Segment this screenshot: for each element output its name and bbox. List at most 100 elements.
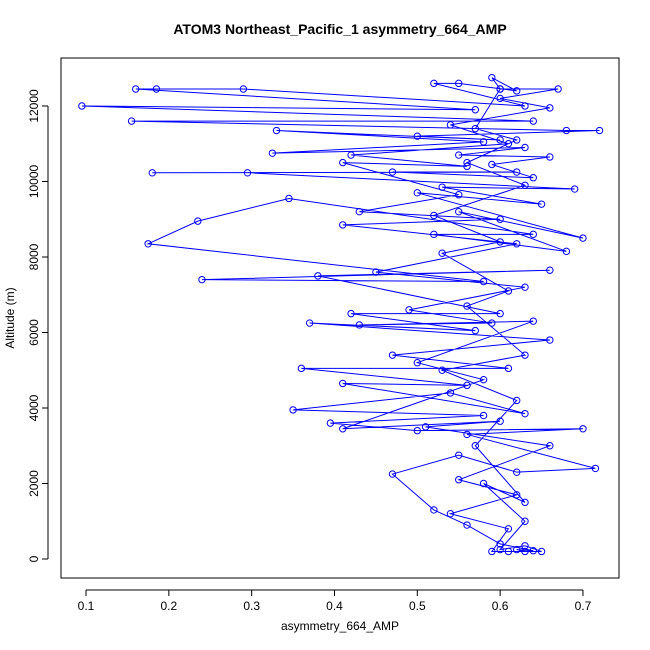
data-point (579, 425, 587, 433)
data-point (297, 364, 306, 373)
data-point (513, 468, 521, 476)
data-point (488, 73, 496, 82)
data-point (314, 272, 322, 280)
data-point (504, 287, 513, 295)
data-point (446, 389, 455, 397)
data-point (496, 417, 504, 425)
data-point (127, 117, 136, 125)
y-tick-label: 6000 (27, 319, 41, 346)
data-point (455, 191, 463, 199)
data-point (529, 174, 537, 182)
data-point (355, 207, 364, 216)
data-point (455, 79, 463, 88)
data-point (488, 319, 496, 327)
data-point (455, 151, 463, 159)
data-point (438, 183, 446, 191)
x-tick-label: 0.7 (575, 599, 592, 613)
data-point (152, 85, 161, 93)
data-point (405, 306, 413, 314)
chart-title: ATOM3 Northeast_Pacific_1 asymmetry_664_… (173, 21, 506, 37)
data-point (479, 277, 488, 286)
data-point (496, 545, 504, 554)
data-point (132, 85, 140, 93)
data-point (463, 302, 471, 310)
data-point (521, 143, 529, 152)
data-point (339, 379, 347, 388)
data-point (198, 275, 206, 284)
y-tick-label: 0 (27, 555, 41, 562)
x-tick-label: 0.6 (492, 599, 509, 613)
data-point (521, 547, 529, 556)
data-point (471, 326, 479, 335)
data-point (289, 406, 297, 414)
data-point (521, 181, 529, 189)
data-point (430, 211, 438, 220)
data-point (479, 138, 488, 146)
data-point (513, 136, 521, 144)
data-point (562, 247, 571, 256)
data-point (513, 240, 521, 248)
data-point (521, 351, 529, 359)
data-point (347, 309, 355, 318)
data-point (413, 132, 422, 140)
data-point (446, 510, 455, 518)
plot-box (60, 57, 620, 579)
data-point (496, 136, 504, 144)
data-point (413, 358, 422, 367)
data-point (194, 217, 202, 225)
data-point (438, 249, 446, 257)
data-point (455, 207, 463, 216)
y-tick-label: 4000 (27, 394, 41, 421)
data-point (504, 525, 513, 533)
data-point (546, 266, 554, 274)
data-point (471, 124, 479, 133)
data-point (446, 121, 455, 129)
data-point (372, 268, 380, 276)
data-point (504, 140, 513, 148)
data-point (430, 506, 438, 514)
data-point (496, 85, 504, 93)
data-point (339, 425, 347, 433)
data-point (388, 168, 397, 176)
data-point (521, 517, 529, 525)
data-point (529, 230, 537, 239)
data-point (305, 319, 314, 327)
data-point (463, 521, 471, 529)
data-point (78, 102, 86, 110)
data-point (347, 151, 355, 159)
data-point (413, 189, 422, 197)
y-tick-label: 10000 (27, 164, 41, 198)
data-point (529, 317, 537, 325)
data-point (355, 321, 364, 329)
data-point (521, 498, 529, 507)
data-point (463, 430, 471, 439)
data-point (471, 106, 479, 114)
data-point (463, 158, 471, 167)
data-point (521, 102, 529, 110)
data-point (504, 364, 513, 373)
data-point (479, 479, 488, 488)
data-point (513, 87, 521, 95)
data-point (521, 409, 529, 418)
data-point (455, 476, 463, 484)
data-point (546, 153, 554, 161)
data-point (339, 221, 347, 229)
data-point (496, 238, 504, 246)
data-point (591, 464, 600, 473)
data-point (496, 94, 504, 103)
data-point (496, 540, 504, 548)
data-point (388, 470, 397, 478)
data-line (81, 77, 600, 552)
data-point (285, 194, 293, 203)
y-tick-label: 2000 (27, 470, 41, 497)
y-tick-label: 8000 (27, 243, 41, 270)
data-point (546, 336, 554, 344)
data-point (463, 162, 471, 171)
data-point (513, 491, 521, 499)
data-point (496, 215, 504, 223)
data-point (521, 542, 529, 550)
data-point (562, 126, 571, 135)
